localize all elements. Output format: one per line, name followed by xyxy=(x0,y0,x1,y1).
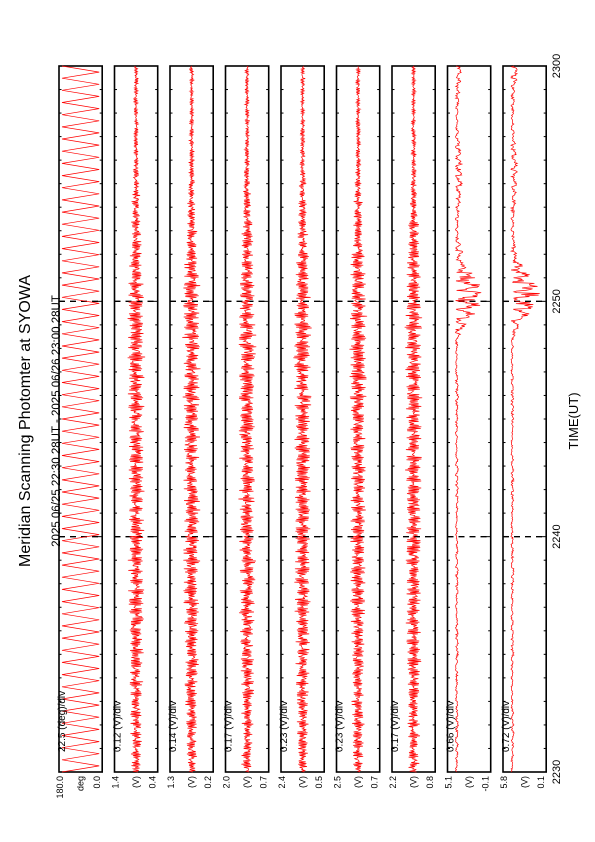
y-bottom-label: 0.7 xyxy=(370,776,380,789)
scale-label: 0.23 (V)/div xyxy=(279,701,290,752)
panels: 22.5 (deg)/div 180.0 0.0 deg 0.12 (V)/div 1.4… xyxy=(55,65,548,799)
y-top-label: 2.5 xyxy=(333,776,343,789)
panel-9: 0.72 (V)/div 5.8 0.1 (V) xyxy=(499,65,548,789)
y-unit-label: (V) xyxy=(298,776,308,788)
y-top-label: 2.2 xyxy=(388,776,398,789)
panel-8: 0.66 (V)/div 5.1 -0.1 (V) xyxy=(444,65,492,792)
y-bottom-label: 0.0 xyxy=(92,776,102,789)
y-top-label: 1.4 xyxy=(111,776,121,789)
y-unit-label: (V) xyxy=(520,776,530,788)
y-top-label: 1.3 xyxy=(166,776,176,789)
scale-label: 0.12 (V)/div xyxy=(113,701,124,752)
y-top-label: 2.4 xyxy=(277,776,287,789)
series-trace xyxy=(293,65,312,773)
panel-2: 0.12 (V)/div 1.4 0.4 (V) xyxy=(111,65,159,789)
y-unit-label: (V) xyxy=(409,776,419,788)
scale-label: 0.17 (V)/div xyxy=(224,701,235,752)
panel-1: 22.5 (deg)/div 180.0 0.0 deg xyxy=(55,65,104,799)
series-trace xyxy=(238,65,257,773)
y-unit-label: deg xyxy=(76,776,86,791)
panel-6: 0.23 (V)/div 2.5 0.7 (V) xyxy=(333,65,381,789)
scale-label: 0.23 (V)/div xyxy=(335,701,346,752)
y-bottom-label: -0.1 xyxy=(481,776,491,792)
chart-title: Meridian Scanning Photomter at SYOWA xyxy=(17,275,34,567)
y-bottom-label: 0.7 xyxy=(259,776,269,789)
panel-frame xyxy=(502,65,548,773)
x-axis-ticks: 2230 2240 2250 2300 xyxy=(551,54,563,784)
scale-label: 0.17 (V)/div xyxy=(390,701,401,752)
series-trace xyxy=(509,65,540,773)
panel-7: 0.17 (V)/div 2.2 0.8 (V) xyxy=(388,65,437,789)
panel-frame xyxy=(446,65,492,773)
y-bottom-label: 0.8 xyxy=(425,776,435,789)
chart-period: 2025 06/25 22:30 28UT - 2025 06/26 23:00… xyxy=(51,295,63,547)
x-axis-label: TIME(UT) xyxy=(566,392,581,449)
series-trace xyxy=(404,65,423,773)
y-bottom-label: 0.1 xyxy=(536,776,546,789)
series-trace xyxy=(61,65,100,773)
x-tick-label: 2250 xyxy=(551,289,563,313)
y-bottom-label: 0.5 xyxy=(314,776,324,789)
panel-4: 0.17 (V)/div 2.0 0.7 (V) xyxy=(222,65,270,789)
panel-frame xyxy=(58,65,104,773)
y-top-label: 5.8 xyxy=(499,776,509,789)
y-bottom-label: 0.4 xyxy=(148,776,158,789)
scale-label: 22.5 (deg)/div xyxy=(57,691,68,752)
y-bottom-label: 0.2 xyxy=(203,776,213,789)
y-unit-label: (V) xyxy=(187,776,197,788)
scale-label: 0.14 (V)/div xyxy=(168,701,179,752)
y-unit-label: (V) xyxy=(242,776,252,788)
y-top-label: 180.0 xyxy=(55,776,65,799)
panel-3: 0.14 (V)/div 1.3 0.2 (V) xyxy=(166,65,215,789)
y-top-label: 2.0 xyxy=(222,776,232,789)
series-trace xyxy=(454,65,482,773)
series-trace xyxy=(127,65,146,773)
series-trace xyxy=(182,65,201,773)
y-unit-label: (V) xyxy=(464,776,474,788)
x-tick-label: 2230 xyxy=(551,760,563,784)
panel-5: 0.23 (V)/div 2.4 0.5 (V) xyxy=(277,65,326,789)
x-tick-label: 2300 xyxy=(551,54,563,78)
scale-label: 0.72 (V)/div xyxy=(501,701,512,752)
scale-label: 0.66 (V)/div xyxy=(446,701,457,752)
y-unit-label: (V) xyxy=(131,776,141,788)
series-trace xyxy=(349,65,368,773)
y-top-label: 5.1 xyxy=(444,776,454,789)
x-tick-label: 2240 xyxy=(551,524,563,548)
y-unit-label: (V) xyxy=(353,776,363,788)
